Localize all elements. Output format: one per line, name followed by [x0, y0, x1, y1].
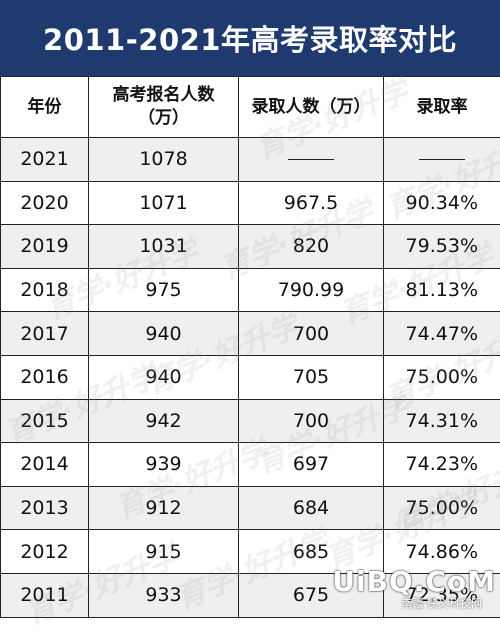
cell-applicants: 942: [89, 399, 239, 443]
cell-year: 2011: [1, 573, 89, 617]
cell-applicants: 1031: [89, 225, 239, 269]
cell-admitted: 705: [239, 355, 384, 399]
cell-year: 2020: [1, 181, 89, 225]
cell-year: 2016: [1, 355, 89, 399]
cell-applicants: 915: [89, 530, 239, 574]
cell-applicants: 933: [89, 573, 239, 617]
table-header-row: 年份 高考报名人数（万） 录取人数（万） 录取率: [1, 77, 500, 138]
cell-admitted: 700: [239, 399, 384, 443]
cell-year: 2014: [1, 443, 89, 487]
cell-year: 2012: [1, 530, 89, 574]
cell-year: 2021: [1, 138, 89, 182]
cell-rate: 79.53%: [384, 225, 500, 269]
page: 2011-2021年高考录取率对比 年份 高考报名人数（万） 录取人数（万） 录…: [0, 0, 500, 613]
cell-admitted: 685: [239, 530, 384, 574]
cell-admitted: [239, 138, 384, 182]
cell-admitted: 697: [239, 443, 384, 487]
cell-admitted: 675: [239, 573, 384, 617]
cell-year: 2013: [1, 486, 89, 530]
cell-rate: 74.47%: [384, 312, 500, 356]
header-rate: 录取率: [384, 77, 500, 138]
cell-applicants: 912: [89, 486, 239, 530]
cell-applicants: 1071: [89, 181, 239, 225]
cell-admitted: 820: [239, 225, 384, 269]
header-year: 年份: [1, 77, 89, 138]
cell-applicants: 939: [89, 443, 239, 487]
header-applicants: 高考报名人数（万）: [89, 77, 239, 138]
cell-rate: 74.86%: [384, 530, 500, 574]
cell-admitted: 790.99: [239, 268, 384, 312]
cell-year: 2018: [1, 268, 89, 312]
header-applicants-label: 高考报名人数（万）: [113, 85, 215, 128]
cell-rate: [384, 138, 500, 182]
header-admitted: 录取人数（万）: [239, 77, 384, 138]
cell-rate: 74.23%: [384, 443, 500, 487]
cell-admitted: 967.5: [239, 181, 384, 225]
no-data-dash: [419, 159, 465, 160]
no-data-dash: [288, 159, 334, 160]
cell-rate: 74.31%: [384, 399, 500, 443]
cell-rate: 90.34%: [384, 181, 500, 225]
cell-admitted: 700: [239, 312, 384, 356]
cell-rate: 81.13%: [384, 268, 500, 312]
cell-rate: 72.35%: [384, 573, 500, 617]
cell-year: 2015: [1, 399, 89, 443]
cell-admitted: 684: [239, 486, 384, 530]
cell-applicants: 1078: [89, 138, 239, 182]
cell-year: 2019: [1, 225, 89, 269]
cell-applicants: 940: [89, 355, 239, 399]
cell-applicants: 940: [89, 312, 239, 356]
cell-rate: 75.00%: [384, 486, 500, 530]
page-title: 2011-2021年高考录取率对比: [0, 0, 500, 76]
cell-applicants: 975: [89, 268, 239, 312]
cell-rate: 75.00%: [384, 355, 500, 399]
cell-year: 2017: [1, 312, 89, 356]
